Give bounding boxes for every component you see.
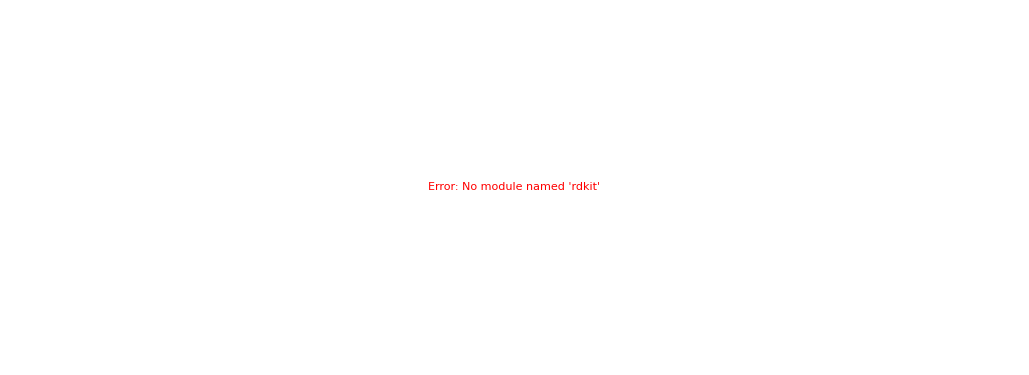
Text: Error: No module named 'rdkit': Error: No module named 'rdkit': [428, 183, 601, 192]
